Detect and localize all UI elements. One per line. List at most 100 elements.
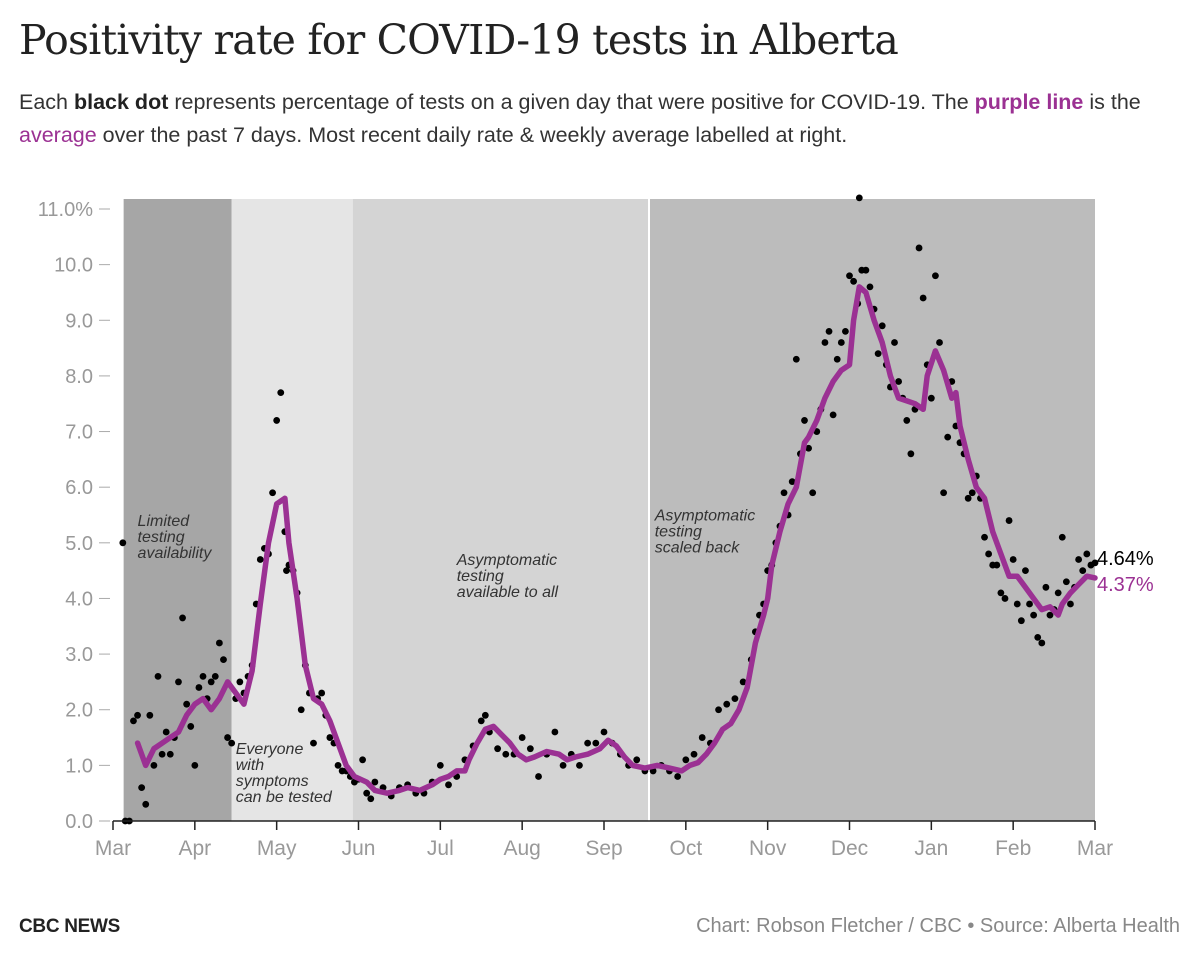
band-label-line: with bbox=[236, 757, 265, 774]
daily-dot bbox=[502, 750, 510, 758]
daily-dot bbox=[310, 739, 317, 747]
x-tick-label: May bbox=[257, 837, 297, 860]
daily-dot bbox=[326, 734, 334, 741]
daily-dot bbox=[211, 672, 219, 680]
end-label-average: 4.37% bbox=[1097, 574, 1154, 596]
daily-dot bbox=[633, 756, 641, 764]
band-region bbox=[649, 199, 1095, 821]
daily-dot bbox=[821, 339, 829, 346]
daily-dot bbox=[915, 244, 923, 252]
daily-dot bbox=[162, 728, 170, 736]
daily-dot bbox=[269, 489, 276, 497]
daily-dot bbox=[191, 761, 199, 769]
daily-dot bbox=[1067, 600, 1074, 608]
x-tick-label: Mar bbox=[1077, 837, 1113, 860]
daily-dot bbox=[600, 728, 608, 736]
daily-dot bbox=[477, 717, 485, 725]
daily-dot bbox=[968, 489, 976, 497]
daily-dot bbox=[199, 672, 207, 680]
daily-dot bbox=[256, 556, 264, 563]
daily-dot bbox=[805, 444, 812, 452]
daily-dot bbox=[436, 761, 444, 769]
daily-dot bbox=[518, 734, 526, 741]
daily-dot bbox=[878, 322, 886, 330]
daily-dot bbox=[846, 272, 853, 280]
daily-dot bbox=[698, 734, 706, 741]
daily-dot bbox=[359, 756, 366, 764]
daily-dot bbox=[367, 795, 375, 803]
daily-dot bbox=[215, 639, 223, 647]
daily-dot bbox=[1042, 583, 1050, 591]
subtitle-average: average bbox=[19, 122, 97, 147]
y-tick-label: 8.0 bbox=[65, 366, 93, 388]
daily-dot bbox=[283, 567, 290, 575]
daily-dot bbox=[964, 494, 972, 502]
daily-dot bbox=[944, 433, 952, 441]
x-tick-label: Oct bbox=[669, 837, 702, 860]
y-axis: 0.0 1.0 2.0 3.0 4.0 5.0 6.0 7.0 8.0 9.0 10.0 11.0% bbox=[38, 199, 110, 833]
daily-dot bbox=[154, 672, 162, 680]
daily-dot bbox=[535, 773, 542, 780]
daily-dot bbox=[829, 411, 837, 419]
daily-dot bbox=[445, 781, 452, 789]
subtitle-text: represents percentage of tests on a give… bbox=[168, 90, 975, 114]
x-tick-label: Mar bbox=[95, 837, 131, 860]
daily-dot bbox=[134, 711, 141, 719]
x-tick-label: Sep bbox=[585, 837, 622, 860]
band-label-line: availability bbox=[138, 545, 213, 562]
chart-subtitle: Each black dot represents percentage of … bbox=[19, 86, 1184, 151]
chart-title: Positivity rate for COVID-19 tests in Al… bbox=[19, 16, 899, 64]
y-tick-label: 3.0 bbox=[65, 644, 93, 666]
band-label-line: can be tested bbox=[236, 789, 333, 806]
band-label-line: testing bbox=[655, 524, 702, 541]
daily-dot bbox=[494, 745, 502, 753]
band-label: Everyone with symptoms can be tested bbox=[236, 741, 333, 806]
y-tick-label: 6.0 bbox=[65, 477, 93, 499]
daily-dot bbox=[788, 478, 796, 486]
daily-dot bbox=[1030, 611, 1038, 619]
daily-dot bbox=[318, 689, 326, 697]
band-label-line: scaled back bbox=[655, 540, 740, 557]
end-label-daily: 4.64% bbox=[1097, 548, 1154, 570]
period-bands bbox=[123, 199, 1095, 821]
daily-dot bbox=[146, 711, 154, 719]
band-region bbox=[231, 199, 353, 821]
daily-dot bbox=[866, 283, 874, 291]
daily-dot bbox=[1001, 595, 1009, 602]
y-tick-label: 0.0 bbox=[65, 811, 93, 833]
x-axis: Mar Apr May Jun Jul Aug Sep Oct Nov Dec Jan Feb Mar bbox=[95, 821, 1113, 860]
daily-dot bbox=[371, 778, 379, 786]
daily-dot bbox=[273, 417, 281, 424]
daily-dot bbox=[179, 614, 186, 622]
daily-dot bbox=[780, 489, 788, 497]
daily-dot bbox=[903, 417, 911, 424]
daily-dot bbox=[855, 194, 863, 202]
band-label-line: available to all bbox=[457, 584, 559, 601]
daily-dot bbox=[220, 656, 227, 664]
daily-dot bbox=[1079, 567, 1087, 575]
y-tick-label: 2.0 bbox=[65, 700, 93, 722]
daily-dot bbox=[874, 350, 882, 358]
daily-dot bbox=[981, 533, 988, 541]
band-region bbox=[123, 199, 232, 821]
y-tick-label: 10.0 bbox=[54, 255, 93, 277]
positivity-chart: Limited testing availability Everyone with sy… bbox=[38, 194, 1154, 860]
daily-dot bbox=[1017, 617, 1025, 625]
daily-dot bbox=[195, 684, 203, 691]
x-tick-label: Aug bbox=[503, 837, 540, 860]
daily-dot bbox=[682, 756, 690, 764]
daily-dot bbox=[576, 761, 583, 769]
daily-dot bbox=[1054, 589, 1062, 597]
cbc-news-logo: CBC NEWS bbox=[19, 916, 121, 937]
daily-dot bbox=[207, 678, 215, 686]
band-label-line: Limited bbox=[138, 513, 191, 530]
daily-dot bbox=[907, 450, 915, 458]
daily-dot bbox=[792, 355, 800, 363]
daily-dot bbox=[723, 700, 731, 708]
end-labels: 4.64% 4.37% bbox=[1097, 548, 1154, 596]
band-label-line: testing bbox=[457, 568, 504, 585]
daily-dot bbox=[690, 750, 698, 758]
subtitle-black-dot: black dot bbox=[73, 90, 169, 114]
daily-dot bbox=[1046, 611, 1054, 619]
x-tick-label: Nov bbox=[749, 837, 787, 860]
